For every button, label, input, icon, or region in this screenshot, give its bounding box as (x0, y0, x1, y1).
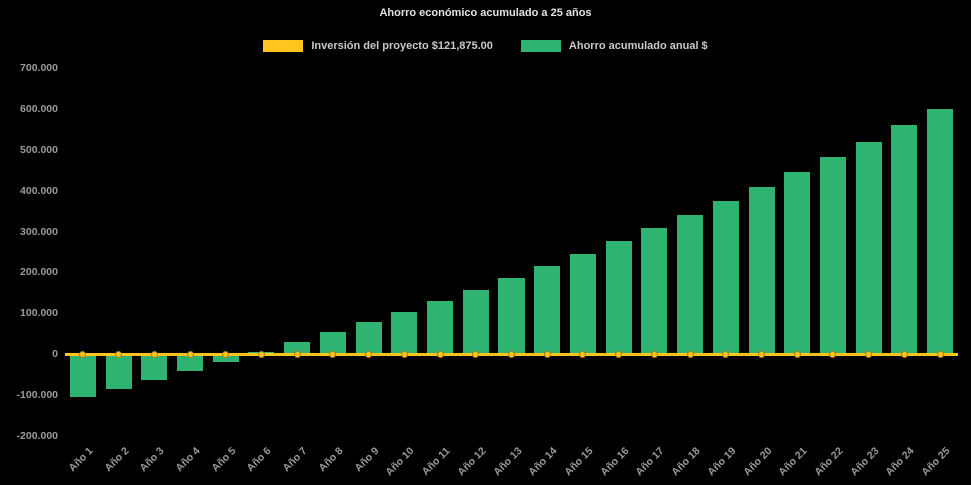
investment-line-marker (793, 350, 801, 358)
x-tick-label-año-14: Año 14 (526, 445, 560, 479)
investment-line-marker (115, 350, 123, 358)
x-tick-label-año-12: Año 12 (455, 445, 489, 479)
chart-bar-año-22 (819, 157, 846, 355)
x-tick-label-año-20: Año 20 (740, 445, 775, 479)
x-tick-label-año-16: Año 16 (597, 445, 632, 479)
chart-bar-año-5 (212, 354, 239, 362)
x-tick-label-año-21: Año 21 (776, 445, 810, 479)
chart-bar-año-1 (69, 354, 96, 398)
y-tick-label: 100.000 (20, 307, 58, 320)
investment-line-marker (579, 350, 587, 358)
chart-bar-año-17 (641, 228, 668, 355)
chart-title: Ahorro económico acumulado a 25 años (379, 7, 592, 19)
x-tick-label-año-19: Año 19 (705, 445, 739, 479)
investment-line-marker (936, 350, 944, 358)
x-tick-label-año-23: Año 23 (847, 445, 882, 479)
investment-line-marker (865, 350, 873, 358)
legend-label-investment: Inversión del proyecto $121,875.00 (311, 40, 493, 52)
chart-bar-año-2 (105, 354, 132, 389)
y-tick-label: -200.000 (16, 430, 58, 442)
legend-item-investment: Inversión del proyecto $121,875.00 (263, 40, 493, 52)
investment-line-marker (829, 350, 837, 358)
x-tick-label-año-6: Año 6 (244, 445, 274, 475)
chart-bar-año-19 (712, 200, 739, 355)
x-tick-label-año-8: Año 8 (316, 445, 346, 475)
chart-bar-año-12 (462, 289, 489, 355)
y-tick-label: 600.000 (20, 102, 58, 115)
x-tick-label-año-11: Año 11 (419, 445, 453, 478)
investment-line-marker (758, 350, 766, 358)
y-tick-label: 700.000 (20, 62, 58, 74)
x-tick-label-año-9: Año 9 (351, 445, 382, 475)
chart-bar-año-3 (141, 354, 168, 380)
investment-line-marker (543, 350, 551, 358)
investment-line-marker (79, 350, 87, 358)
x-tick-label-año-5: Año 5 (209, 445, 239, 475)
investment-line-marker (686, 350, 694, 358)
chart-bar-año-14 (534, 266, 561, 355)
chart-bar-año-11 (427, 301, 454, 355)
chart-bar-año-25 (927, 108, 954, 355)
legend-swatch-savings (520, 40, 561, 52)
x-tick-label-año-3: Año 3 (137, 445, 167, 475)
x-tick-label-año-17: Año 17 (633, 445, 667, 479)
x-tick-label-año-22: Año 22 (812, 445, 846, 479)
chart-bar-año-24 (891, 125, 918, 355)
y-tick-label: -100.000 (16, 389, 58, 402)
investment-line-marker (400, 350, 408, 358)
chart-bar-año-9 (355, 322, 382, 355)
chart-bar-año-7 (284, 341, 311, 355)
x-tick-label-año-15: Año 15 (562, 445, 596, 479)
chart-bar-año-10 (391, 312, 418, 355)
investment-line-marker (472, 350, 480, 358)
legend: Inversión del proyecto $121,875.00 Ahorr… (0, 40, 971, 52)
legend-item-savings: Ahorro acumulado anual $ (520, 40, 708, 52)
investment-line-marker (722, 350, 730, 358)
investment-line-marker (508, 350, 515, 358)
investment-line-marker (222, 350, 230, 358)
investment-line-marker (329, 350, 337, 358)
x-tick-label-año-10: Año 10 (383, 445, 417, 479)
chart-bar-año-21 (784, 172, 811, 355)
chart-bar-año-15 (569, 254, 596, 355)
x-tick-label-año-4: Año 4 (173, 445, 203, 475)
investment-line-marker (615, 350, 623, 358)
chart-bar-año-20 (748, 187, 775, 355)
y-tick-label: 400.000 (20, 184, 58, 197)
investment-line-marker (257, 350, 265, 358)
chart-bar-año-4 (176, 354, 204, 371)
investment-line-marker (365, 350, 373, 358)
x-tick-label-año-1: Año 1 (66, 445, 96, 475)
investment-line-marker (293, 350, 301, 358)
investment-line-marker (150, 350, 158, 358)
y-tick-label: 500.000 (20, 143, 58, 156)
y-tick-label: 0 (52, 348, 58, 361)
plot-area (65, 68, 958, 436)
chart-bar-año-18 (677, 215, 704, 355)
legend-swatch-investment (263, 40, 304, 52)
x-tick-label-año-7: Año 7 (280, 445, 310, 475)
chart-bar-año-8 (319, 331, 346, 355)
x-tick-label-año-25: Año 25 (919, 445, 953, 479)
chart-bar-año-13 (498, 277, 525, 355)
legend-label-savings: Ahorro acumulado anual $ (568, 40, 708, 52)
investment-line-marker (186, 350, 194, 358)
y-tick-label: 200.000 (20, 266, 58, 279)
investment-line-marker (436, 350, 444, 358)
y-tick-label: 300.000 (20, 225, 58, 238)
investment-line-marker (650, 350, 658, 358)
x-tick-label-año-18: Año 18 (669, 445, 703, 479)
investment-line-marker (900, 350, 908, 358)
chart-bar-año-23 (855, 141, 882, 355)
chart-bar-año-16 (605, 240, 632, 355)
y-axis: 700.000 600.000 500.000 400.000 300.000 200.0… (0, 62, 58, 442)
x-tick-label-año-13: Año 13 (490, 445, 524, 479)
x-axis: Año 1 Año 2 Año 3 Año 4 Año 5 Año 6 Año 7 Año 8… (65, 436, 958, 485)
x-tick-label-año-24: Año 24 (883, 445, 917, 479)
x-tick-label-año-2: Año 2 (101, 445, 132, 475)
